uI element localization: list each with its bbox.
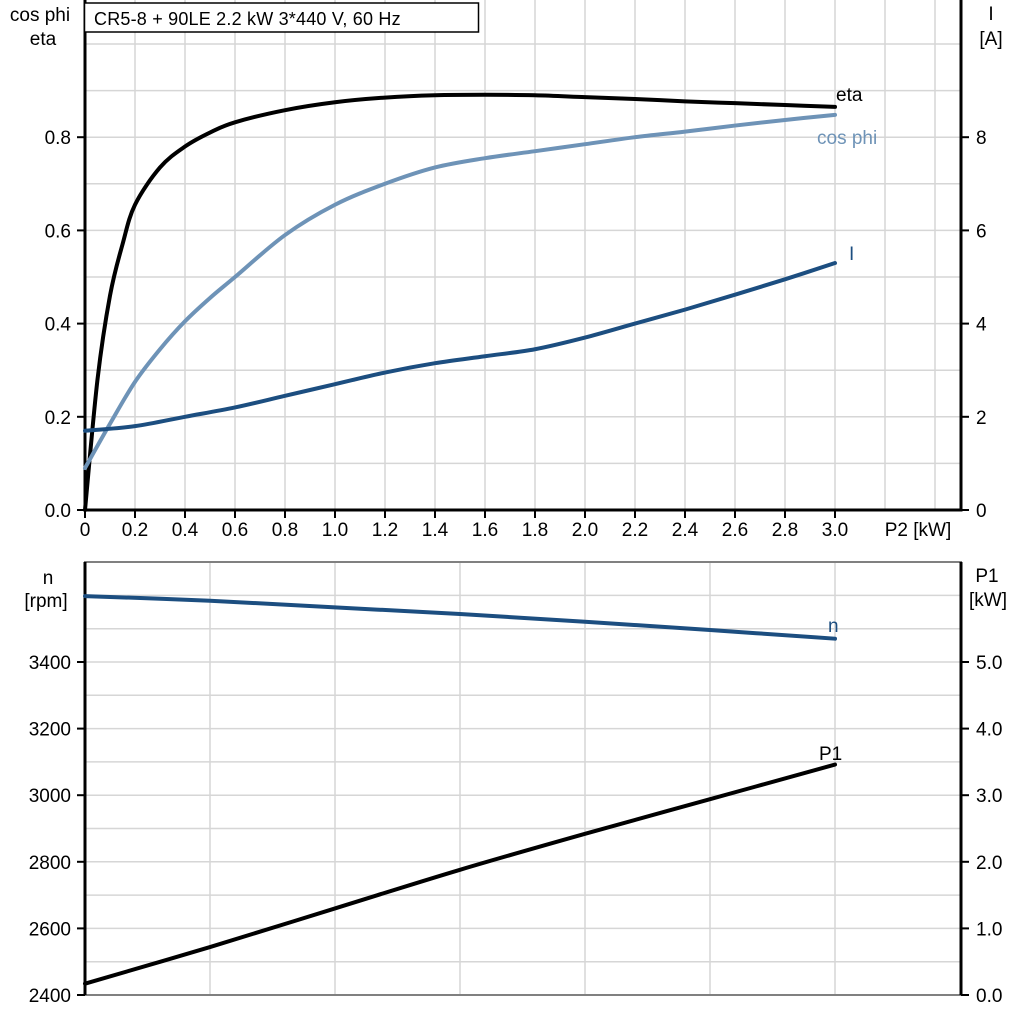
tick-label: 8 (976, 128, 987, 149)
tick-label: 4.0 (976, 720, 1002, 741)
tick-label: 6 (976, 221, 987, 242)
tick-label: 0 (80, 520, 91, 541)
top-chart-grid (85, 0, 961, 510)
eta-curve-label: eta (836, 85, 863, 106)
tick-label: 1.4 (422, 520, 449, 541)
tick-label: 0.0 (976, 986, 1002, 1007)
tick-label: 3.0 (822, 520, 848, 541)
bottom-chart-grid (85, 562, 961, 995)
tick-label: 0.0 (45, 501, 71, 522)
tick-label: 1.0 (976, 919, 1002, 940)
tick-label: 0.6 (222, 520, 248, 541)
tick-label: 0.6 (45, 221, 71, 242)
tick-label: 3200 (29, 720, 71, 741)
tick-label: 1.0 (322, 520, 348, 541)
p1-curve-label: P1 (819, 744, 842, 765)
bottom-left-axis-header-line2: [rpm] (24, 591, 67, 612)
tick-label: 0.4 (172, 520, 199, 541)
eta-curve (83, 92, 837, 512)
tick-label: 5.0 (976, 653, 1002, 674)
bottom-right-axis-header-line2: [kW] (969, 590, 1007, 611)
tick-label: 2.0 (572, 520, 598, 541)
P1-curve (83, 762, 837, 986)
tick-label: 0.8 (272, 520, 298, 541)
x-axis-label: P2 [kW] (885, 520, 952, 541)
title-box (83, 2, 480, 33)
tick-label: 2.0 (976, 853, 1002, 874)
n-curve (83, 594, 837, 641)
top-chart-curves (83, 92, 837, 512)
tick-label: 2600 (29, 919, 71, 940)
tick-label: 2800 (29, 853, 71, 874)
tick-label: 4 (976, 315, 987, 336)
tick-label: 2.6 (722, 520, 748, 541)
tick-label: 0.2 (122, 520, 148, 541)
bottom-right-axis-header-line1: P1 (975, 566, 998, 587)
cos-phi-curve (83, 112, 837, 471)
top-right-axis-header-line2: [A] (979, 29, 1002, 50)
tick-label: 0.8 (45, 128, 71, 149)
bottom-left-axis-header-line1: n (43, 568, 54, 589)
tick-label: 3.0 (976, 786, 1002, 807)
cosphi-curve-label: cos phi (817, 128, 877, 149)
tick-label: 3000 (29, 786, 71, 807)
tick-label: 3400 (29, 653, 71, 674)
speed-curve-label: n (828, 616, 839, 637)
axis-tick-marks (77, 136, 969, 996)
tick-label: 2.4 (672, 520, 699, 541)
chart-frames-and-axes (83, 0, 963, 996)
tick-label: 2.8 (772, 520, 798, 541)
tick-label: 0.2 (45, 408, 71, 429)
tick-label: 2.2 (622, 520, 648, 541)
tick-label: 2400 (29, 986, 71, 1007)
top-left-axis-header-line1: cos phi (10, 5, 70, 26)
tick-label: 1.6 (472, 520, 498, 541)
tick-label: 1.2 (372, 520, 398, 541)
tick-label: 0.4 (45, 315, 72, 336)
tick-label: 2 (976, 408, 987, 429)
tick-label: 1.8 (522, 520, 548, 541)
chart-title: CR5-8 + 90LE 2.2 kW 3*440 V, 60 Hz (94, 9, 401, 29)
current-curve-label: I (849, 244, 854, 265)
tick-label: 0 (976, 501, 987, 522)
top-right-axis-header-line1: I (988, 4, 993, 25)
axis-tick-labels: 0.0 0.2 0.4 0.6 0.8 0 2 4 6 8 0 0.2 0.4 0.6 0.8 1.0 1.2 1… (29, 128, 1003, 1007)
I-curve (83, 261, 837, 433)
bottom-chart-curves (83, 594, 837, 986)
top-left-axis-header-line2: eta (30, 29, 57, 50)
